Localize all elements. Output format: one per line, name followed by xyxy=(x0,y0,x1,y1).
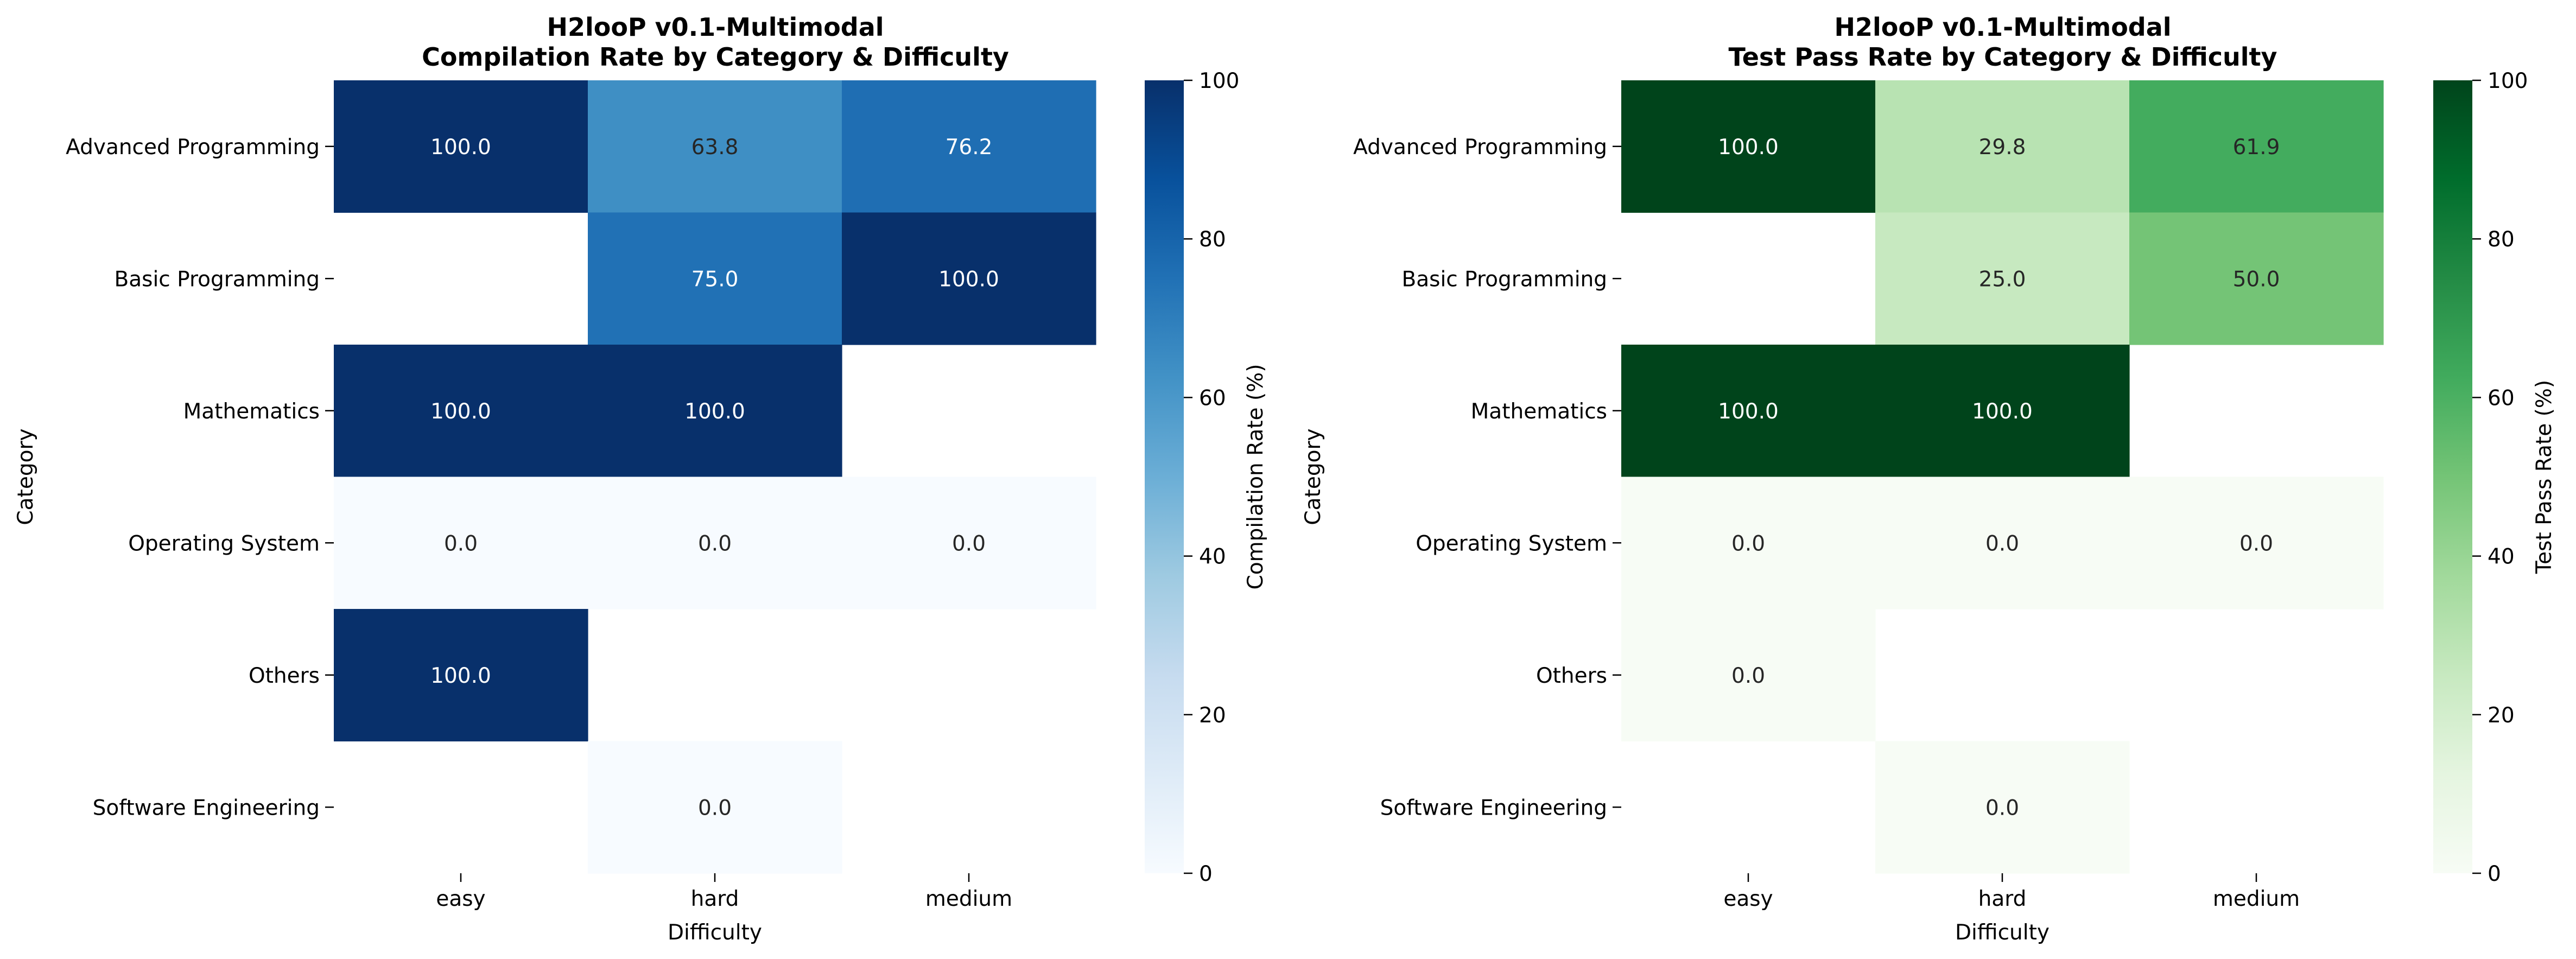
cell-label: 29.8 xyxy=(1979,135,2026,160)
heatmap-cell xyxy=(588,80,842,213)
chart-subtitle: Compilation Rate by Category & Difficult… xyxy=(422,42,1009,72)
heatmap-cell xyxy=(842,477,1096,609)
y-tick-label: Mathematics xyxy=(1471,399,1607,424)
cell-label: 0.0 xyxy=(698,796,732,820)
x-tick-label: medium xyxy=(925,887,1012,911)
colorbar xyxy=(2433,80,2472,873)
colorbar xyxy=(1145,80,1184,873)
cell-label: 100.0 xyxy=(430,399,491,424)
cell-label: 0.0 xyxy=(1985,796,2019,820)
colorbar-tick-label: 20 xyxy=(1199,703,1226,728)
heatmap-cell xyxy=(334,80,588,213)
heatmap-cell xyxy=(334,609,588,742)
cell-label: 0.0 xyxy=(1731,531,1765,556)
colorbar-tick-label: 100 xyxy=(2488,69,2528,93)
heatmap-cell xyxy=(2129,477,2384,609)
heatmap-cell xyxy=(1621,609,1876,742)
chart-title: H2looP v0.1-Multimodal xyxy=(1834,12,2171,42)
colorbar-label: Test Pass Rate (%) xyxy=(2532,380,2556,574)
chart-subtitle: Test Pass Rate by Category & Difficulty xyxy=(1728,42,2277,72)
cell-label: 100.0 xyxy=(1718,399,1779,424)
heatmap-cell xyxy=(588,741,842,874)
cell-label: 61.9 xyxy=(2233,135,2280,160)
cell-label: 75.0 xyxy=(691,267,739,291)
y-tick-label: Software Engineering xyxy=(1380,796,1607,820)
x-tick-label: medium xyxy=(2213,887,2300,911)
cell-label: 0.0 xyxy=(2239,531,2273,556)
heatmap-cell xyxy=(1875,477,2130,609)
colorbar-tick-label: 60 xyxy=(2488,386,2515,410)
cell-label: 100.0 xyxy=(938,267,999,291)
cell-label: 100.0 xyxy=(684,399,745,424)
heatmap-cell xyxy=(334,477,588,609)
cell-label: 100.0 xyxy=(1972,399,2033,424)
cell-label: 76.2 xyxy=(946,135,993,160)
y-tick-label: Advanced Programming xyxy=(66,135,320,160)
y-tick-label: Others xyxy=(249,664,320,688)
cell-label: 25.0 xyxy=(1979,267,2026,291)
x-axis-label: Difficulty xyxy=(668,920,762,945)
colorbar-tick-label: 40 xyxy=(2488,545,2515,569)
cell-label: 0.0 xyxy=(1731,664,1765,688)
x-tick-label: hard xyxy=(1978,887,2027,911)
cell-label: 100.0 xyxy=(430,135,491,160)
colorbar-tick-label: 60 xyxy=(1199,386,1226,410)
y-axis-label: Category xyxy=(14,428,38,525)
chart-title: H2looP v0.1-Multimodal xyxy=(547,12,884,42)
y-tick-label: Basic Programming xyxy=(1402,267,1608,291)
y-tick-label: Advanced Programming xyxy=(1353,135,1607,160)
colorbar-tick-label: 0 xyxy=(2488,862,2501,886)
heatmap-cell xyxy=(1875,80,2130,213)
colorbar-tick-label: 20 xyxy=(2488,703,2515,728)
x-tick-label: hard xyxy=(691,887,739,911)
cell-label: 0.0 xyxy=(444,531,478,556)
heatmap-cell xyxy=(588,212,842,345)
colorbar-label: Compilation Rate (%) xyxy=(1243,364,1268,590)
heatmap-cell xyxy=(1875,345,2130,478)
heatmap-cell xyxy=(2129,212,2384,345)
heatmap-cell xyxy=(842,212,1096,345)
heatmap-cell xyxy=(588,477,842,609)
cell-label: 50.0 xyxy=(2233,267,2280,291)
y-tick-label: Mathematics xyxy=(183,399,320,424)
y-tick-label: Basic Programming xyxy=(115,267,320,291)
heatmap-cell xyxy=(334,345,588,478)
x-tick-label: easy xyxy=(1723,887,1773,911)
y-tick-label: Operating System xyxy=(1416,531,1607,556)
cell-label: 100.0 xyxy=(430,664,491,688)
heatmap-cell xyxy=(842,80,1096,213)
cell-label: 63.8 xyxy=(691,135,739,160)
y-tick-label: Software Engineering xyxy=(93,796,320,820)
heatmap-cell xyxy=(1621,477,1876,609)
y-tick-label: Others xyxy=(1536,664,1607,688)
cell-label: 0.0 xyxy=(952,531,986,556)
cell-label: 0.0 xyxy=(698,531,732,556)
cell-label: 0.0 xyxy=(1985,531,2019,556)
y-tick-label: Operating System xyxy=(128,531,320,556)
colorbar-tick-label: 80 xyxy=(2488,227,2515,252)
colorbar-tick-label: 100 xyxy=(1199,69,1239,93)
y-axis-label: Category xyxy=(1301,428,1325,525)
heatmap-cell xyxy=(1621,80,1876,213)
colorbar-tick-label: 0 xyxy=(1199,862,1213,886)
heatmap-cell xyxy=(1621,345,1876,478)
x-axis-label: Difficulty xyxy=(1955,920,2050,945)
heatmap-cell xyxy=(2129,80,2384,213)
heatmap-cell xyxy=(1875,212,2130,345)
heatmap-cell xyxy=(1875,741,2130,874)
x-tick-label: easy xyxy=(436,887,485,911)
heatmap-cell xyxy=(588,345,842,478)
colorbar-tick-label: 80 xyxy=(1199,227,1226,252)
cell-label: 100.0 xyxy=(1718,135,1779,160)
colorbar-tick-label: 40 xyxy=(1199,545,1226,569)
